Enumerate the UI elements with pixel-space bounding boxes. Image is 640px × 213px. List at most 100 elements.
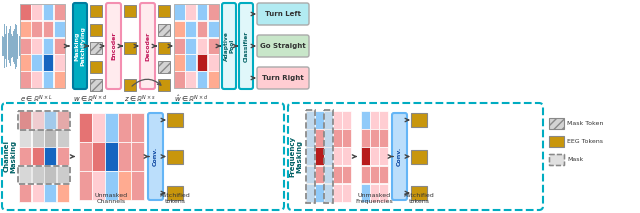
FancyBboxPatch shape — [549, 118, 564, 129]
FancyBboxPatch shape — [79, 113, 92, 141]
FancyBboxPatch shape — [20, 4, 31, 20]
FancyBboxPatch shape — [18, 111, 70, 130]
FancyBboxPatch shape — [549, 136, 564, 147]
FancyBboxPatch shape — [239, 3, 253, 89]
FancyBboxPatch shape — [90, 79, 102, 91]
FancyBboxPatch shape — [392, 113, 407, 200]
FancyBboxPatch shape — [324, 166, 333, 183]
FancyBboxPatch shape — [196, 38, 207, 54]
FancyBboxPatch shape — [370, 111, 378, 129]
FancyBboxPatch shape — [124, 79, 136, 91]
FancyBboxPatch shape — [118, 171, 131, 200]
FancyBboxPatch shape — [167, 186, 183, 200]
FancyBboxPatch shape — [44, 111, 56, 129]
FancyBboxPatch shape — [158, 23, 170, 36]
FancyBboxPatch shape — [20, 54, 31, 71]
FancyBboxPatch shape — [56, 184, 68, 201]
FancyBboxPatch shape — [148, 113, 163, 200]
FancyBboxPatch shape — [333, 147, 342, 165]
FancyBboxPatch shape — [44, 184, 56, 201]
FancyBboxPatch shape — [411, 186, 427, 200]
FancyBboxPatch shape — [131, 142, 143, 170]
FancyBboxPatch shape — [333, 111, 342, 129]
FancyBboxPatch shape — [31, 147, 44, 165]
FancyBboxPatch shape — [31, 4, 42, 20]
FancyBboxPatch shape — [305, 110, 315, 203]
Text: $e \in \mathbb{R}^{N \times L}$: $e \in \mathbb{R}^{N \times L}$ — [20, 94, 52, 105]
Text: Conv.: Conv. — [153, 147, 158, 166]
FancyBboxPatch shape — [73, 3, 87, 89]
FancyBboxPatch shape — [342, 129, 351, 147]
FancyBboxPatch shape — [315, 166, 323, 183]
FancyBboxPatch shape — [2, 103, 284, 210]
FancyBboxPatch shape — [105, 171, 118, 200]
FancyBboxPatch shape — [31, 129, 44, 147]
FancyBboxPatch shape — [174, 4, 185, 20]
FancyBboxPatch shape — [208, 54, 218, 71]
Text: Conv.: Conv. — [397, 147, 402, 166]
FancyBboxPatch shape — [118, 142, 131, 170]
Text: Adaptive
Pool: Adaptive Pool — [223, 31, 234, 61]
FancyBboxPatch shape — [208, 21, 218, 37]
FancyBboxPatch shape — [208, 38, 218, 54]
FancyBboxPatch shape — [342, 184, 351, 201]
FancyBboxPatch shape — [333, 129, 342, 147]
FancyBboxPatch shape — [106, 3, 121, 89]
FancyBboxPatch shape — [324, 129, 333, 147]
FancyBboxPatch shape — [42, 4, 53, 20]
FancyBboxPatch shape — [306, 111, 314, 129]
FancyBboxPatch shape — [118, 113, 131, 141]
FancyBboxPatch shape — [54, 21, 65, 37]
FancyBboxPatch shape — [361, 129, 369, 147]
FancyBboxPatch shape — [42, 54, 53, 71]
FancyBboxPatch shape — [31, 184, 44, 201]
FancyBboxPatch shape — [196, 21, 207, 37]
FancyBboxPatch shape — [158, 5, 170, 17]
FancyBboxPatch shape — [54, 38, 65, 54]
FancyBboxPatch shape — [315, 129, 323, 147]
FancyBboxPatch shape — [185, 21, 196, 37]
FancyBboxPatch shape — [174, 54, 185, 71]
FancyBboxPatch shape — [31, 166, 44, 183]
FancyBboxPatch shape — [379, 111, 387, 129]
FancyBboxPatch shape — [306, 184, 314, 201]
FancyBboxPatch shape — [185, 4, 196, 20]
FancyBboxPatch shape — [196, 54, 207, 71]
Text: Frequency
Masking: Frequency Masking — [289, 136, 303, 177]
FancyBboxPatch shape — [361, 166, 369, 183]
FancyBboxPatch shape — [411, 113, 427, 127]
FancyBboxPatch shape — [379, 129, 387, 147]
Text: Mask: Mask — [567, 157, 583, 162]
FancyBboxPatch shape — [90, 42, 102, 54]
Text: Turn Left: Turn Left — [265, 11, 301, 17]
Text: EEG Tokens: EEG Tokens — [567, 139, 603, 144]
FancyBboxPatch shape — [306, 166, 314, 183]
FancyBboxPatch shape — [31, 71, 42, 88]
FancyBboxPatch shape — [411, 150, 427, 164]
FancyBboxPatch shape — [342, 166, 351, 183]
FancyBboxPatch shape — [44, 166, 56, 183]
FancyBboxPatch shape — [370, 184, 378, 201]
FancyBboxPatch shape — [19, 111, 31, 129]
FancyBboxPatch shape — [196, 71, 207, 88]
FancyBboxPatch shape — [54, 4, 65, 20]
FancyBboxPatch shape — [92, 113, 104, 141]
FancyBboxPatch shape — [19, 166, 31, 183]
FancyBboxPatch shape — [257, 3, 309, 25]
FancyBboxPatch shape — [315, 111, 323, 129]
FancyBboxPatch shape — [158, 42, 170, 54]
FancyBboxPatch shape — [44, 129, 56, 147]
FancyBboxPatch shape — [549, 154, 564, 165]
FancyBboxPatch shape — [174, 71, 185, 88]
Text: Patchified
tokens: Patchified tokens — [404, 193, 435, 204]
FancyBboxPatch shape — [56, 166, 68, 183]
FancyBboxPatch shape — [342, 111, 351, 129]
FancyBboxPatch shape — [79, 171, 92, 200]
FancyBboxPatch shape — [31, 38, 42, 54]
FancyBboxPatch shape — [42, 38, 53, 54]
Text: Unmasked
Frequencies: Unmasked Frequencies — [356, 193, 394, 204]
FancyBboxPatch shape — [361, 147, 369, 165]
FancyBboxPatch shape — [92, 171, 104, 200]
FancyBboxPatch shape — [56, 111, 68, 129]
Text: $\hat{w} \in \mathbb{R}^{N \times d}$: $\hat{w} \in \mathbb{R}^{N \times d}$ — [174, 94, 209, 105]
